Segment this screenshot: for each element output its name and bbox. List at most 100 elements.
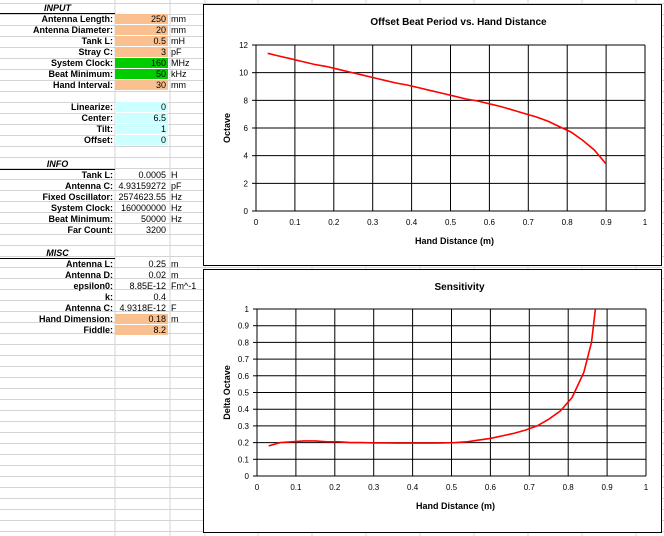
info-value-cell[interactable]: 160000000 — [120, 203, 166, 213]
x-tick-label: 0 — [254, 218, 259, 227]
info-label: Tank L: — [81, 170, 113, 180]
input-label: Beat Minimum: — [48, 69, 113, 79]
misc-value-cell[interactable]: 0.25 — [148, 259, 166, 269]
adjust-value-cell[interactable]: 0 — [115, 102, 168, 112]
y-tick-label: 10 — [239, 69, 248, 78]
y-tick-label: 0.2 — [238, 439, 250, 448]
x-tick-label: 0.6 — [484, 218, 496, 227]
misc-label: Antenna C: — [65, 303, 113, 313]
unit-label: mm — [171, 25, 186, 35]
offset-beat-period-plot: Offset Beat Period vs. Hand Distance 0 0.1… — [222, 17, 648, 246]
y-tick-label: 0.9 — [238, 322, 250, 331]
x-tick-label: 0.1 — [290, 483, 302, 492]
y-tick-label: 0.8 — [238, 338, 250, 347]
x-tick-label: 0.7 — [523, 218, 535, 227]
misc-value-cell[interactable]: 0.02 — [148, 270, 166, 280]
misc-label: Hand Dimension: — [38, 314, 113, 324]
info-value-cell[interactable]: 50000 — [140, 214, 166, 224]
input-label: Hand Interval: — [52, 80, 113, 90]
y-tick-label: 0 — [244, 207, 249, 216]
x-tick-label: 0.9 — [601, 218, 613, 227]
misc-section-title: MISC — [46, 248, 69, 258]
unit-label: mm — [171, 14, 186, 24]
y-tick-label: 2 — [244, 179, 249, 188]
unit-label: Fm^-1 — [171, 281, 197, 291]
unit-label: H — [171, 170, 178, 180]
adjust-label: Tilt: — [96, 124, 113, 134]
y-axis-title: Octave — [222, 113, 232, 143]
misc-value-cell[interactable]: 8.2 — [115, 325, 168, 335]
unit-label: pF — [171, 181, 182, 191]
unit-label: MHz — [171, 58, 190, 68]
adjust-label: Center: — [81, 113, 113, 123]
x-tick-label: 0.7 — [524, 483, 536, 492]
misc-value-cell[interactable]: 8.85E-12 — [129, 281, 166, 291]
adjust-value-cell[interactable]: 6.5 — [115, 113, 168, 123]
input-value-cell[interactable]: 160 — [115, 58, 168, 68]
x-tick-label: 0.2 — [329, 483, 341, 492]
adjust-value-cell[interactable]: 0 — [115, 135, 168, 145]
unit-label: m — [171, 314, 179, 324]
y-tick-label: 0.5 — [238, 389, 250, 398]
x-axis-title: Hand Distance (m) — [416, 501, 495, 511]
y-tick-label: 0.4 — [238, 405, 250, 414]
chart-title: Offset Beat Period vs. Hand Distance — [370, 17, 547, 28]
y-tick-label: 0 — [245, 472, 250, 481]
info-value-cell[interactable]: 2574623.55 — [118, 192, 166, 202]
sensitivity-plot: Sensitivity 0 0.1 0.2 0.3 0.4 0.5 0.6 0.7 0.8 0.9 1… — [222, 282, 649, 511]
unit-label: Hz — [171, 214, 182, 224]
chart-title: Sensitivity — [434, 282, 484, 293]
y-tick-label: 0.7 — [238, 355, 250, 364]
info-label: Beat Minimum: — [48, 214, 113, 224]
x-tick-label: 0.6 — [485, 483, 497, 492]
info-value-cell[interactable]: 0.0005 — [138, 170, 166, 180]
y-tick-label: 4 — [244, 152, 249, 161]
x-tick-label: 0.3 — [368, 483, 380, 492]
info-value-cell[interactable]: 3200 — [145, 225, 166, 235]
input-section-title: INPUT — [44, 3, 71, 13]
y-tick-label: 0.6 — [238, 372, 250, 381]
unit-label: pF — [171, 47, 182, 57]
x-tick-label: 0 — [255, 483, 260, 492]
input-value-cell[interactable]: 0.5 — [115, 36, 168, 46]
x-axis-title: Hand Distance (m) — [415, 236, 494, 246]
y-tick-label: 1 — [245, 305, 250, 314]
input-value-cell[interactable]: 250 — [115, 14, 168, 24]
x-tick-label: 0.8 — [563, 483, 575, 492]
series-line-0 — [268, 308, 597, 447]
misc-label: Antenna D: — [65, 270, 113, 280]
input-value-cell[interactable]: 50 — [115, 69, 168, 79]
input-value-cell[interactable]: 20 — [115, 25, 168, 35]
x-tick-label: 0.4 — [407, 483, 419, 492]
y-tick-label: 6 — [244, 124, 249, 133]
input-label: Antenna Length: — [41, 14, 114, 24]
misc-label: Fiddle: — [83, 325, 114, 335]
x-tick-label: 0.8 — [562, 218, 574, 227]
x-tick-label: 0.5 — [446, 483, 458, 492]
misc-value-cell[interactable]: 0.4 — [153, 292, 166, 302]
parameter-sheet: INPUT Antenna Length: 250 mm Antenna Dia… — [0, 0, 205, 536]
x-tick-label: 0.3 — [367, 218, 379, 227]
unit-label: kHz — [171, 69, 187, 79]
x-tick-label: 0.4 — [406, 218, 418, 227]
input-label: Tank L: — [81, 36, 113, 46]
sensitivity-chart[interactable]: Sensitivity 0 0.1 0.2 0.3 0.4 0.5 0.6 0.7 0.8 0.9 1… — [203, 269, 662, 533]
input-value-cell[interactable]: 3 — [115, 47, 168, 57]
misc-value-cell[interactable]: 4.9318E-12 — [119, 303, 166, 313]
adjust-label: Linearize: — [70, 102, 113, 112]
unit-label: m — [171, 270, 179, 280]
offset-beat-period-chart[interactable]: Offset Beat Period vs. Hand Distance 0 0.1… — [203, 4, 662, 266]
input-value-cell[interactable]: 30 — [115, 80, 168, 90]
misc-value-cell[interactable]: 0.18 — [115, 314, 168, 324]
input-label: System Clock: — [50, 58, 113, 68]
adjust-value-cell[interactable]: 1 — [115, 124, 168, 134]
y-tick-label: 0.1 — [238, 455, 250, 464]
adjust-label: Offset: — [84, 135, 113, 145]
info-label: Antenna C: — [65, 181, 113, 191]
info-section-title: INFO — [46, 159, 69, 169]
y-tick-label: 12 — [239, 41, 248, 50]
info-value-cell[interactable]: 4.93159272 — [118, 181, 166, 191]
unit-label: F — [171, 303, 177, 313]
input-label: Stray C: — [78, 47, 113, 57]
x-tick-label: 0.2 — [328, 218, 340, 227]
